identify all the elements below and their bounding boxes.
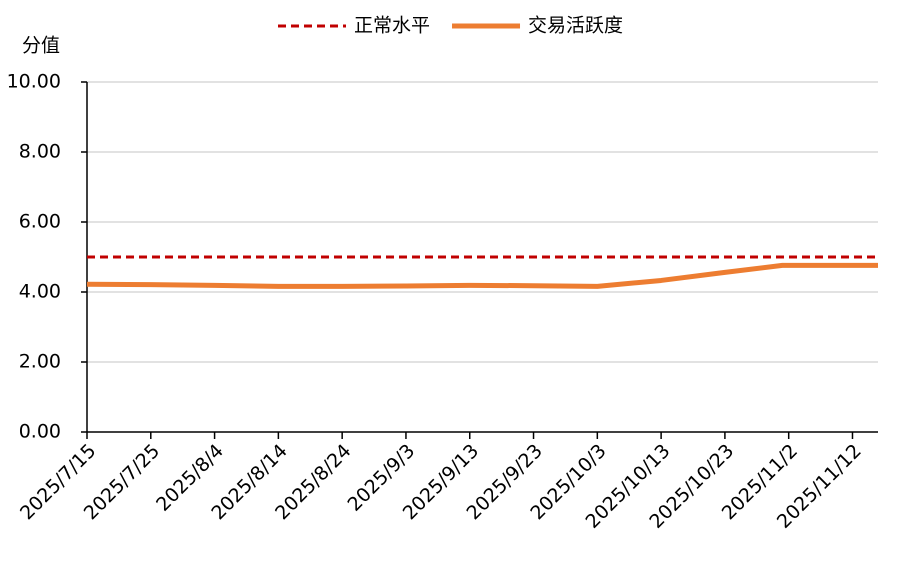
legend-label: 正常水平: [354, 15, 430, 37]
y-tick-label: 6.00: [19, 211, 61, 233]
y-tick-label: 2.00: [19, 351, 61, 373]
y-tick-label: 10.00: [7, 71, 61, 93]
legend-label: 交易活跃度: [528, 15, 623, 37]
y-tick-label: 4.00: [19, 281, 61, 303]
y-tick-label: 0.00: [19, 421, 61, 443]
data-line: [86, 262, 878, 289]
y-tick-label: 8.00: [19, 141, 61, 163]
y-axis-label: 分值: [22, 35, 60, 57]
